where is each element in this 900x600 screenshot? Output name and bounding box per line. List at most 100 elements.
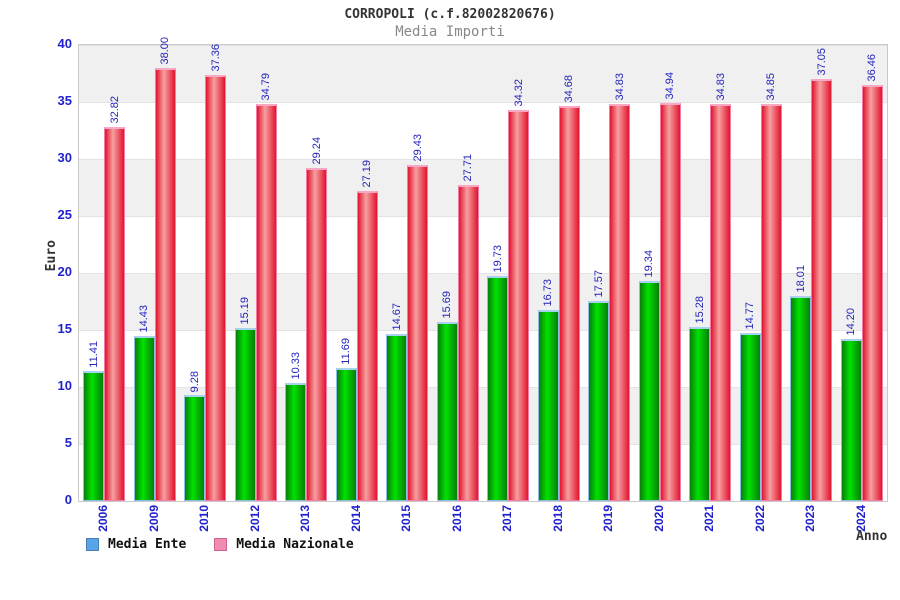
bar-value-label: 10.33	[288, 352, 304, 380]
bar-media-ente	[184, 395, 206, 501]
x-tick-label: 2022	[752, 505, 768, 532]
bar-value-text: 19.73	[491, 245, 504, 273]
bar-value-text: 34.83	[613, 73, 626, 101]
y-tick-label: 30	[57, 150, 72, 165]
bar-value-text: 14.20	[845, 308, 858, 336]
bar-value-text: 11.69	[340, 338, 353, 365]
x-tick-label: 2010	[196, 505, 212, 532]
bar-value-label: 19.34	[641, 250, 657, 278]
x-tick-text: 2013	[298, 505, 313, 532]
bar-value-label: 34.32	[511, 79, 527, 107]
legend-label-media-nazionale: Media Nazionale	[236, 537, 354, 552]
bar-value-label: 34.79	[258, 73, 274, 101]
bar-value-text: 11.41	[87, 341, 100, 368]
bar-value-text: 34.68	[563, 75, 576, 103]
x-tick-text: 2012	[247, 505, 262, 532]
x-tick-label: 2015	[398, 505, 414, 532]
bar-media-nazionale	[306, 168, 328, 501]
x-tick-text: 2020	[651, 505, 666, 532]
x-tick-text: 2010	[197, 505, 212, 532]
bar-media-nazionale	[205, 75, 227, 501]
gridline	[79, 330, 887, 331]
bar-media-ente	[537, 310, 559, 501]
bar-value-label: 34.94	[662, 72, 678, 100]
x-tick-label: 2024	[853, 505, 869, 532]
bar-media-nazionale	[255, 104, 277, 501]
bar-value-text: 37.36	[209, 44, 222, 72]
x-tick-text: 2022	[752, 505, 767, 532]
bar-value-label: 37.05	[814, 48, 830, 76]
bar-value-text: 29.24	[310, 137, 323, 165]
x-tick-label: 2013	[297, 505, 313, 532]
bar-value-text: 14.43	[138, 305, 151, 333]
y-tick-label: 5	[64, 435, 72, 450]
y-tick-label: 25	[57, 207, 72, 222]
bar-value-label: 32.82	[107, 96, 123, 124]
bar-media-nazionale	[659, 103, 681, 501]
bar-value-label: 11.41	[86, 341, 102, 368]
bar-value-text: 10.33	[289, 352, 302, 380]
bar-value-label: 29.43	[410, 134, 426, 162]
bar-value-label: 16.73	[540, 279, 556, 307]
bar-media-ente	[133, 336, 155, 501]
bar-value-label: 14.67	[389, 303, 405, 331]
bar-media-nazionale	[558, 106, 580, 501]
legend-item-media-nazionale: Media Nazionale	[214, 537, 354, 552]
x-tick-text: 2018	[550, 505, 565, 532]
bar-value-text: 14.67	[390, 303, 403, 331]
bar-value-text: 18.01	[794, 265, 807, 293]
gridline	[79, 102, 887, 103]
bar-value-text: 29.43	[411, 134, 424, 162]
x-tick-text: 2023	[803, 505, 818, 532]
y-tick-label: 35	[57, 93, 72, 108]
bar-media-nazionale	[407, 165, 429, 501]
bar-media-nazionale	[356, 191, 378, 501]
bar-value-text: 34.83	[714, 73, 727, 101]
bar-value-label: 15.69	[439, 291, 455, 319]
bar-value-label: 11.69	[338, 338, 354, 365]
bar-value-label: 9.28	[187, 371, 203, 392]
bar-media-nazionale	[609, 104, 631, 501]
bar-media-nazionale	[457, 185, 479, 501]
x-tick-label: 2006	[95, 505, 111, 532]
bar-media-ente	[335, 368, 357, 501]
gridline	[79, 159, 887, 160]
bar-value-text: 34.79	[260, 73, 273, 101]
x-tick-text: 2024	[853, 505, 868, 532]
bar-value-text: 27.19	[361, 160, 374, 188]
bar-media-nazionale	[104, 127, 126, 501]
bar-media-ente	[588, 301, 610, 501]
bar-value-label: 14.43	[136, 305, 152, 333]
legend: Media Ente Media Nazionale	[86, 537, 354, 552]
x-tick-text: 2006	[96, 505, 111, 532]
gridline	[79, 273, 887, 274]
bar-media-nazionale	[154, 68, 176, 501]
x-tick-label: 2016	[449, 505, 465, 532]
x-tick-text: 2021	[702, 505, 717, 532]
bar-value-label: 27.71	[460, 154, 476, 182]
bar-value-label: 34.68	[561, 75, 577, 103]
bar-value-label: 37.36	[208, 44, 224, 72]
bar-media-ente	[487, 276, 509, 501]
bar-value-text: 9.28	[188, 370, 201, 392]
bar-media-nazionale	[861, 85, 883, 501]
bar-media-ente	[689, 327, 711, 501]
bar-value-text: 15.28	[693, 296, 706, 324]
bar-value-text: 34.85	[765, 73, 778, 101]
y-tick-label: 15	[57, 321, 72, 336]
bar-media-ente	[285, 383, 307, 501]
bar-value-text: 19.34	[643, 250, 656, 278]
bar-media-nazionale	[760, 104, 782, 501]
y-tick-label: 10	[57, 378, 72, 393]
bar-media-ente	[436, 322, 458, 501]
bar-value-label: 38.00	[157, 37, 173, 65]
bar-value-text: 38.00	[159, 37, 172, 65]
x-tick-text: 2014	[348, 505, 363, 532]
bar-value-text: 15.19	[239, 297, 252, 325]
y-tick-label: 40	[57, 36, 72, 51]
bar-value-label: 34.83	[612, 73, 628, 101]
bar-value-text: 27.71	[462, 154, 475, 182]
chart-title: CORROPOLI (c.f.82002820676)	[344, 7, 556, 22]
bar-value-label: 36.46	[864, 54, 880, 82]
